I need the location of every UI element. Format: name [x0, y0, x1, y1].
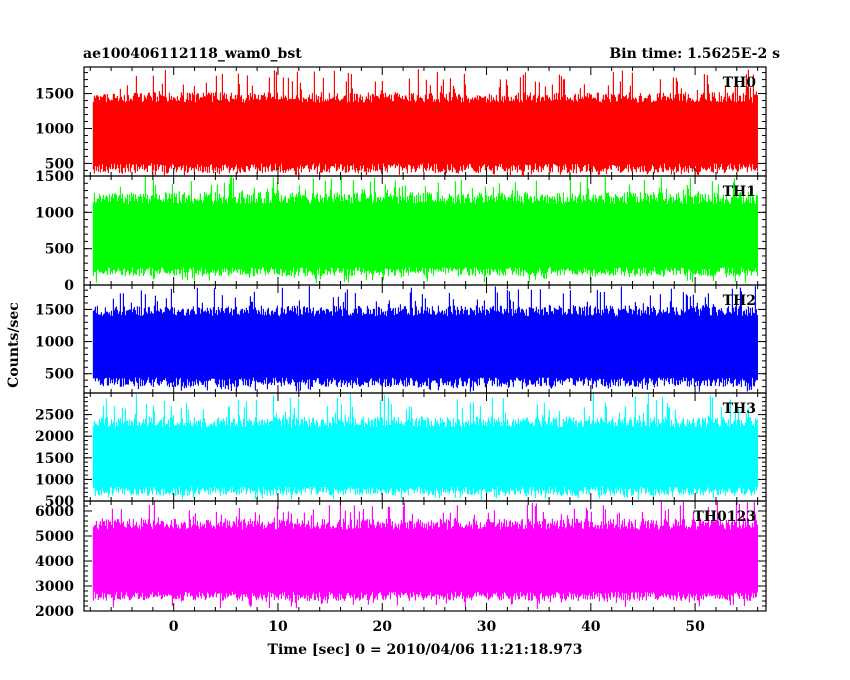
y-tick-label: 1000: [35, 205, 74, 221]
y-tick-label: 0: [64, 278, 74, 294]
y-tick-label: 3000: [35, 579, 74, 595]
x-tick-label: 30: [477, 619, 497, 635]
y-tick-label: 2000: [35, 429, 74, 445]
bin-time-label: Bin time: 1.5625E-2 s: [609, 46, 780, 62]
y-tick-label: 500: [45, 156, 74, 172]
panel-label-th3: TH3: [723, 401, 756, 417]
series-th0123-curve: [92, 501, 758, 609]
y-tick-label: 500: [45, 242, 74, 258]
series-th0-curve: [92, 69, 758, 176]
panel-label-th0123: TH0123: [693, 509, 756, 525]
panel-label-th1: TH1: [723, 184, 756, 200]
y-tick-label: 5000: [35, 529, 74, 545]
observation-title: ae100406112118_wam0_bst: [83, 46, 302, 62]
series-th3-curve: [92, 393, 758, 500]
x-tick-label: 50: [685, 619, 705, 635]
panel-th2: [92, 285, 758, 392]
x-tick-label: 40: [581, 619, 601, 635]
y-tick-label: 6000: [35, 504, 74, 520]
panel-th0123: [92, 501, 758, 609]
y-tick-label: 2000: [35, 604, 74, 620]
series-th1-curve: [92, 176, 758, 283]
y-tick-label: 1500: [35, 302, 74, 318]
frames-layer: 50010001500TH0050010001500TH150010001500…: [35, 66, 767, 635]
y-tick-label: 1500: [35, 87, 74, 103]
y-tick-label: 1000: [35, 335, 74, 351]
panel-label-th2: TH2: [723, 293, 756, 309]
y-tick-label: 500: [45, 494, 74, 510]
panel-label-th0: TH0: [723, 75, 757, 91]
y-tick-label: 4000: [35, 554, 74, 570]
x-axis-label: Time [sec] 0 = 2010/04/06 11:21:18.973: [268, 642, 583, 658]
y-tick-label: 1000: [35, 472, 74, 488]
x-tick-label: 10: [268, 619, 288, 635]
y-tick-label: 1000: [35, 121, 74, 137]
panel-th0: [92, 69, 758, 176]
y-tick-label: 2500: [35, 408, 74, 424]
y-tick-label: 1500: [35, 169, 74, 185]
y-tick-label: 1500: [35, 451, 74, 467]
x-tick-label: 0: [169, 619, 179, 635]
series-th2-curve: [92, 285, 758, 392]
x-tick-label: 20: [373, 619, 393, 635]
panels-layer: [92, 69, 758, 609]
y-tick-label: 500: [45, 367, 74, 383]
panel-th1: [92, 176, 758, 283]
panel-th3: [92, 393, 758, 500]
y-axis-label: Counts/sec: [6, 302, 22, 388]
